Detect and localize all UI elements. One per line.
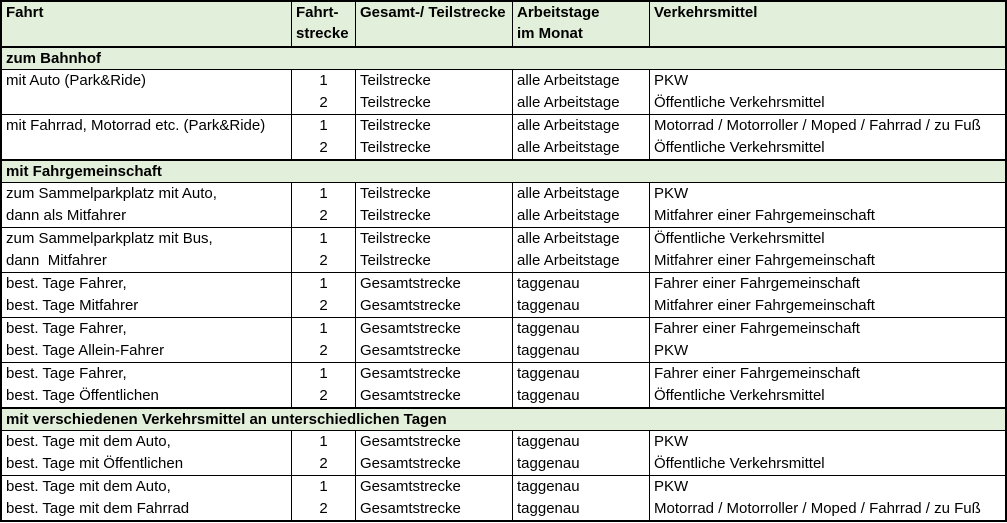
cell-fahrtstrecke: 1 2 <box>292 115 356 159</box>
cell-verkehrsmittel: PKW Öffentliche Verkehrsmittel <box>654 72 825 111</box>
cell-strecke: Gesamtstrecke Gesamtstrecke <box>356 476 513 520</box>
cell-fahrtstrecke: 1 2 <box>292 228 356 272</box>
cell-fahrtstrecke: 1 2 <box>292 183 356 227</box>
cell-fahrt: mit Auto (Park&Ride) <box>2 70 292 114</box>
cell-verkehrsmittel: PKW Mitfahrer einer Fahrgemeinschaft <box>654 185 875 224</box>
cell-arbeitstage: alle Arbeitstage alle Arbeitstage <box>513 115 650 159</box>
cell-strecke: Gesamtstrecke Gesamtstrecke <box>356 318 513 362</box>
cell-fahrtstrecke: 1 2 <box>292 318 356 362</box>
header-label-fahrtstrecke-2: strecke <box>296 25 349 42</box>
section-row-zum-bahnhof: zum Bahnhof <box>2 48 1005 70</box>
cell-arbeitstage: alle Arbeitstage alle Arbeitstage <box>513 70 650 114</box>
cell-arbeitstage: taggenau taggenau <box>513 363 650 407</box>
cell-verkehrsmittel: PKW Motorrad / Motorroller / Moped / Fah… <box>654 478 981 517</box>
header-label-gesamt-teilstrecke: Gesamt-/ Teilstrecke <box>360 4 506 21</box>
section-row-mit-fahrgemeinschaft: mit Fahrgemeinschaft <box>2 159 1005 183</box>
table-row: zum Sammelparkplatz mit Bus, dann Mitfah… <box>2 228 1005 273</box>
cell-fahrtstrecke: 1 2 <box>292 70 356 114</box>
cell-strecke: Teilstrecke Teilstrecke <box>356 115 513 159</box>
cell-arbeitstage: taggenau taggenau <box>513 273 650 317</box>
header-label-verkehrsmittel: Verkehrsmittel <box>654 4 758 21</box>
table-row: best. Tage Fahrer, best. Tage Öffentlich… <box>2 363 1005 407</box>
header-label-arbeitstage-1: Arbeitstage <box>517 4 600 21</box>
table-row: zum Sammelparkplatz mit Auto, dann als M… <box>2 183 1005 228</box>
cell-arbeitstage: taggenau taggenau <box>513 431 650 475</box>
cell-verkehrsmittel: Fahrer einer Fahrgemeinschaft Öffentlich… <box>654 365 860 404</box>
table-row: best. Tage Fahrer, best. Tage Mitfahrer … <box>2 273 1005 318</box>
cell-fahrt: best. Tage Fahrer, best. Tage Mitfahrer <box>2 273 292 317</box>
cell-strecke: Teilstrecke Teilstrecke <box>356 183 513 227</box>
cell-verkehrsmittel: Fahrer einer Fahrgemeinschaft Mitfahrer … <box>654 275 875 314</box>
cell-arbeitstage: alle Arbeitstage alle Arbeitstage <box>513 183 650 227</box>
cell-arbeitstage: taggenau taggenau <box>513 318 650 362</box>
cell-verkehrsmittel: Öffentliche Verkehrsmittel Mitfahrer ein… <box>654 230 875 269</box>
cell-fahrt: mit Fahrrad, Motorrad etc. (Park&Ride) <box>2 115 292 159</box>
cell-fahrt: zum Sammelparkplatz mit Auto, dann als M… <box>2 183 292 227</box>
cell-fahrtstrecke: 1 2 <box>292 273 356 317</box>
table-header-row: Fahrt Fahrt- strecke Gesamt-/ Teilstreck… <box>2 2 1005 48</box>
cell-strecke: Teilstrecke Teilstrecke <box>356 228 513 272</box>
cell-fahrt: best. Tage Fahrer, best. Tage Öffentlich… <box>2 363 292 407</box>
cell-fahrtstrecke: 1 2 <box>292 476 356 520</box>
table-row: best. Tage Fahrer, best. Tage Allein-Fah… <box>2 318 1005 363</box>
cell-verkehrsmittel: Motorrad / Motorroller / Moped / Fahrrad… <box>654 117 981 156</box>
header-cell-gesamt-teilstrecke: Gesamt-/ Teilstrecke <box>356 2 513 46</box>
cell-fahrt: best. Tage mit dem Auto, best. Tage mit … <box>2 431 292 475</box>
cell-fahrt: best. Tage mit dem Auto, best. Tage mit … <box>2 476 292 520</box>
header-cell-fahrtstrecke: Fahrt- strecke <box>292 2 356 46</box>
header-label-fahrt: Fahrt <box>6 4 44 21</box>
cell-verkehrsmittel: Fahrer einer Fahrgemeinschaft PKW <box>654 320 860 359</box>
section-row-verschiedene-verkehrsmittel: mit verschiedenen Verkehrsmittel an unte… <box>2 407 1005 431</box>
cell-fahrtstrecke: 1 2 <box>292 363 356 407</box>
header-cell-arbeitstage: Arbeitstage im Monat <box>513 2 650 46</box>
cell-arbeitstage: taggenau taggenau <box>513 476 650 520</box>
cell-strecke: Gesamtstrecke Gesamtstrecke <box>356 273 513 317</box>
cell-strecke: Gesamtstrecke Gesamtstrecke <box>356 431 513 475</box>
cell-strecke: Teilstrecke Teilstrecke <box>356 70 513 114</box>
header-cell-fahrt: Fahrt <box>2 2 292 46</box>
table-row: best. Tage mit dem Auto, best. Tage mit … <box>2 476 1005 520</box>
cell-arbeitstage: alle Arbeitstage alle Arbeitstage <box>513 228 650 272</box>
cell-strecke: Gesamtstrecke Gesamtstrecke <box>356 363 513 407</box>
table-row: mit Auto (Park&Ride) 1 2 Teilstrecke Tei… <box>2 70 1005 115</box>
table-row: mit Fahrrad, Motorrad etc. (Park&Ride) 1… <box>2 115 1005 159</box>
header-cell-verkehrsmittel: Verkehrsmittel <box>650 2 1005 46</box>
cell-fahrt: best. Tage Fahrer, best. Tage Allein-Fah… <box>2 318 292 362</box>
cell-fahrt: zum Sammelparkplatz mit Bus, dann Mitfah… <box>2 228 292 272</box>
header-label-fahrtstrecke-1: Fahrt- <box>296 4 339 21</box>
cell-verkehrsmittel: PKW Öffentliche Verkehrsmittel <box>654 433 825 472</box>
table-row: best. Tage mit dem Auto, best. Tage mit … <box>2 431 1005 476</box>
cell-fahrtstrecke: 1 2 <box>292 431 356 475</box>
header-label-arbeitstage-2: im Monat <box>517 25 583 42</box>
